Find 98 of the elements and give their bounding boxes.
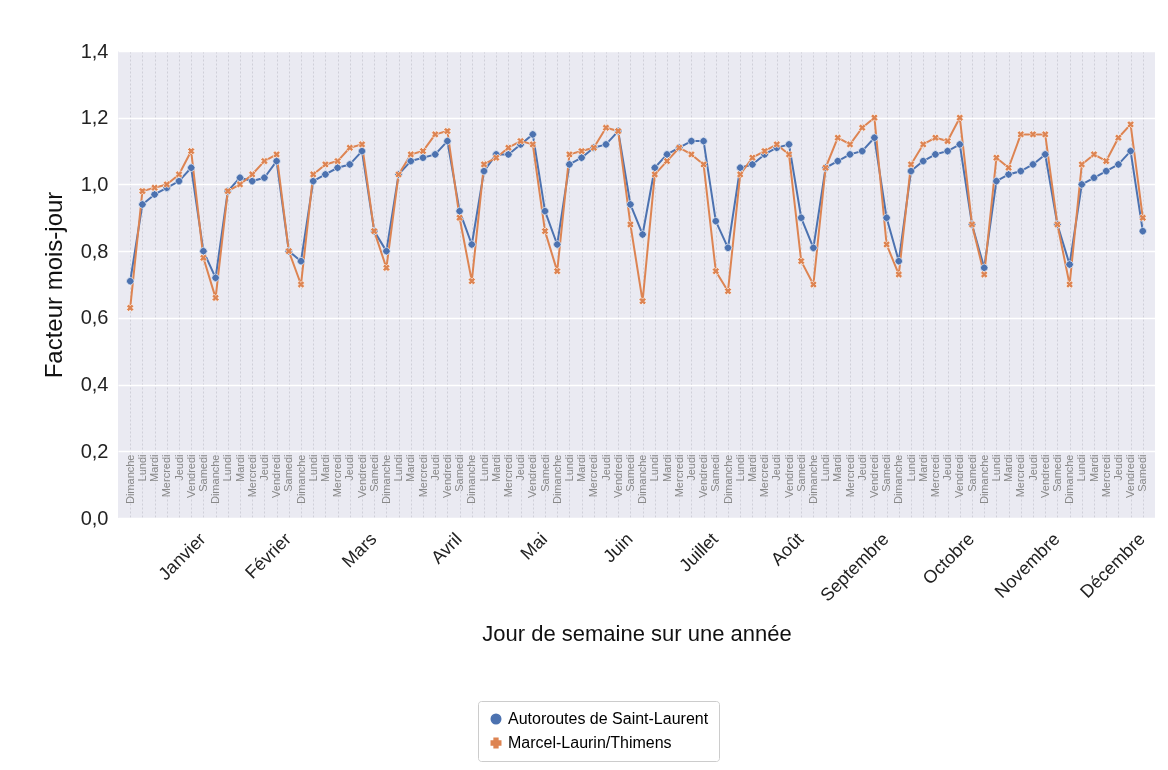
x-tick-label: Jeudi: [855, 454, 868, 481]
x-tick-label: Lundi: [733, 454, 746, 482]
x-tick-label: Mercredi: [1014, 454, 1027, 498]
x-tick-label: Mardi: [404, 454, 417, 483]
x-tick-label: Samedi: [709, 454, 722, 492]
x-tick-label: Vendredi: [867, 454, 880, 498]
x-tick-label: Mardi: [831, 454, 844, 483]
x-tick-label: Samedi: [196, 454, 209, 492]
legend-label: Autoroutes de Saint-Laurent: [508, 710, 709, 727]
y-axis-title: Facteur mois-jour: [39, 191, 67, 379]
x-tick-label: Vendredi: [1038, 454, 1051, 498]
x-tick-label: Mercredi: [758, 454, 771, 498]
x-tick-label: Samedi: [282, 454, 295, 492]
y-tick-label: 1,4: [80, 39, 109, 62]
x-tick-label: Vendredi: [697, 454, 710, 498]
x-tick-label: Samedi: [453, 454, 466, 492]
x-axis-title: Jour de semaine sur une année: [482, 620, 792, 646]
x-tick-label: Dimanche: [806, 454, 819, 505]
x-tick-label: Samedi: [538, 454, 551, 492]
x-tick-label: Dimanche: [123, 454, 136, 505]
x-tick-label: Samedi: [794, 454, 807, 492]
x-tick-label: Lundi: [1075, 454, 1088, 482]
y-tick-label: 0,8: [80, 239, 109, 262]
x-tick-label: Vendredi: [526, 454, 539, 498]
x-tick-label: Vendredi: [611, 454, 624, 498]
x-tick-label: Jeudi: [941, 454, 954, 481]
y-tick-label: 0,6: [80, 306, 109, 329]
x-tick-label: Dimanche: [977, 454, 990, 505]
x-tick-label: Lundi: [989, 454, 1002, 482]
x-tick-label: Lundi: [221, 454, 234, 482]
x-tick-label: Jeudi: [1026, 454, 1039, 481]
x-tick-label: Mercredi: [843, 454, 856, 498]
y-tick-label: 1,2: [80, 106, 109, 129]
x-tick-label: Samedi: [623, 454, 636, 492]
x-tick-label: Mardi: [745, 454, 758, 483]
text: Juin: [599, 528, 637, 567]
x-tick-label: Jeudi: [257, 454, 270, 481]
x-tick-label: Dimanche: [1063, 454, 1076, 505]
x-tick-label: Jeudi: [172, 454, 185, 481]
x-tick-label: Dimanche: [465, 454, 478, 505]
x-tick-label: Jeudi: [684, 454, 697, 481]
x-tick-label: Mercredi: [1099, 454, 1112, 498]
x-tick-label: Lundi: [904, 454, 917, 482]
x-tick-label: Samedi: [880, 454, 893, 492]
x-tick-label: Jeudi: [770, 454, 783, 481]
x-tick-label: Jeudi: [1111, 454, 1124, 481]
x-tick-label: Lundi: [648, 454, 661, 482]
x-tick-label: Dimanche: [721, 454, 734, 505]
x-tick-label: Samedi: [1136, 454, 1149, 492]
x-tick-label: Dimanche: [379, 454, 392, 505]
x-tick-label: Mercredi: [160, 454, 173, 498]
x-tick-label: Samedi: [965, 454, 978, 492]
y-tick-label: 1,0: [80, 172, 109, 195]
x-tick-label: Vendredi: [440, 454, 453, 498]
x-tick-label: Mercredi: [416, 454, 429, 498]
x-tick-label: Mercredi: [587, 454, 600, 498]
x-tick-label: Jeudi: [428, 454, 441, 481]
x-tick-label: Dimanche: [636, 454, 649, 505]
y-tick-label: 0,4: [80, 373, 109, 396]
x-tick-label: Jeudi: [599, 454, 612, 481]
x-tick-label: Vendredi: [184, 454, 197, 498]
x-tick-label: Mardi: [575, 454, 588, 483]
x-tick-label: Mercredi: [245, 454, 258, 498]
x-tick-label: Dimanche: [294, 454, 307, 505]
x-tick-label: Mardi: [1002, 454, 1015, 483]
x-tick-label: Vendredi: [1124, 454, 1137, 498]
x-tick-label: Mercredi: [672, 454, 685, 498]
x-tick-label: Mardi: [1087, 454, 1100, 483]
text: Mai: [516, 528, 552, 564]
x-tick-label: Lundi: [135, 454, 148, 482]
x-tick-label: Mardi: [148, 454, 161, 483]
x-tick-label: Samedi: [367, 454, 380, 492]
y-tick-label: 0,0: [80, 506, 109, 529]
x-tick-label: Lundi: [477, 454, 490, 482]
x-tick-label: Dimanche: [892, 454, 905, 505]
legend-label: Marcel-Laurin/Thimens: [508, 734, 672, 751]
x-tick-label: Mardi: [318, 454, 331, 483]
x-tick-label: Samedi: [1050, 454, 1063, 492]
x-tick-label: Jeudi: [514, 454, 527, 481]
x-tick-label: Mardi: [916, 454, 929, 483]
x-tick-label: Lundi: [392, 454, 405, 482]
x-tick-label: Mardi: [489, 454, 502, 483]
x-tick-label: Mardi: [233, 454, 246, 483]
x-tick-label: Vendredi: [355, 454, 368, 498]
x-tick-label: Dimanche: [550, 454, 563, 505]
x-tick-label: Lundi: [819, 454, 832, 482]
x-tick-label: Mercredi: [928, 454, 941, 498]
x-tick-label: Lundi: [562, 454, 575, 482]
y-tick-label: 0,2: [80, 439, 109, 462]
x-tick-label: Jeudi: [343, 454, 356, 481]
x-tick-label: Mardi: [660, 454, 673, 483]
x-tick-label: Mercredi: [331, 454, 344, 498]
x-tick-label: Mercredi: [501, 454, 514, 498]
x-tick-label: Vendredi: [782, 454, 795, 498]
x-tick-label: Dimanche: [209, 454, 222, 505]
x-tick-label: Vendredi: [270, 454, 283, 498]
x-tick-label: Vendredi: [953, 454, 966, 498]
x-tick-label: Lundi: [306, 454, 319, 482]
